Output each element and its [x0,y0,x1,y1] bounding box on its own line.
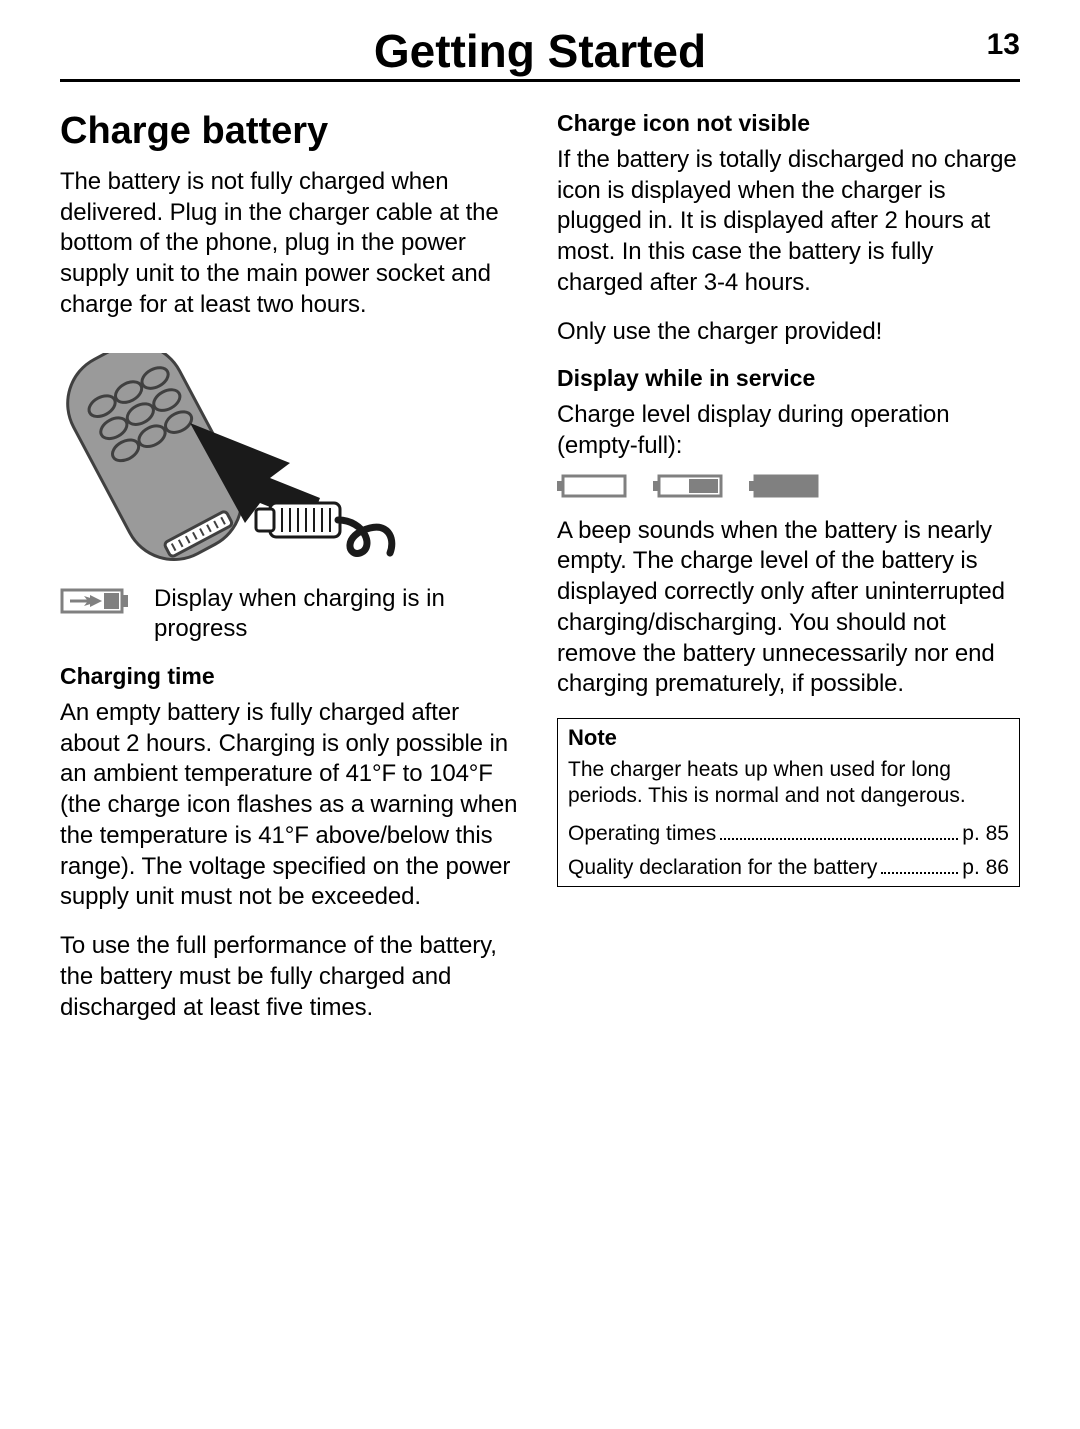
intro-paragraph: The battery is not fully charged when de… [60,167,523,321]
page-number: 13 [987,28,1020,62]
note-ref-page: p. 85 [962,822,1009,846]
charging-time-p1: An empty battery is fully charged after … [60,698,523,913]
charging-time-heading: Charging time [60,663,523,690]
display-while-in-service-p2: A beep sounds when the battery is nearly… [557,516,1020,700]
note-box: Note The charger heats up when used for … [557,718,1020,887]
display-while-in-service-p1: Charge level display during operation (e… [557,400,1020,461]
battery-full-icon [749,470,827,502]
battery-level-icons [557,470,1020,502]
charge-icon-not-visible-p2: Only use the charger provided! [557,317,1020,348]
note-ref-label: Quality declaration for the battery [568,856,877,880]
phone-charger-illustration [60,353,400,563]
left-column: Charge battery The battery is not fully … [60,110,523,1041]
charging-time-p2: To use the full performance of the batte… [60,931,523,1023]
display-while-in-service-heading: Display while in service [557,365,1020,392]
charge-icon-not-visible-p1: If the battery is totally discharged no … [557,145,1020,299]
charging-indicator-row: Display when charging is in progress [60,584,523,645]
battery-charging-icon [60,584,134,618]
battery-half-icon [653,470,731,502]
note-body: The charger heats up when used for long … [558,755,1019,818]
charger-plug-icon [256,503,392,553]
note-ref-operating-times: Operating times p. 85 [558,818,1019,852]
chapter-title: Getting Started [60,24,1020,78]
note-ref-label: Operating times [568,822,716,846]
note-title: Note [558,719,1019,755]
section-title-charge-battery: Charge battery [60,110,523,153]
leader-dots [881,857,958,874]
leader-dots [720,823,958,840]
battery-empty-icon [557,470,635,502]
manual-page: Getting Started 13 Charge battery The ba… [0,0,1080,1429]
note-ref-page: p. 86 [962,856,1009,880]
charging-indicator-caption: Display when charging is in progress [154,584,523,645]
right-column: Charge icon not visible If the battery i… [557,110,1020,1041]
charge-icon-not-visible-heading: Charge icon not visible [557,110,1020,137]
content-columns: Charge battery The battery is not fully … [60,110,1020,1041]
page-header: Getting Started 13 [60,24,1020,82]
note-ref-quality-declaration: Quality declaration for the battery p. 8… [558,852,1019,886]
